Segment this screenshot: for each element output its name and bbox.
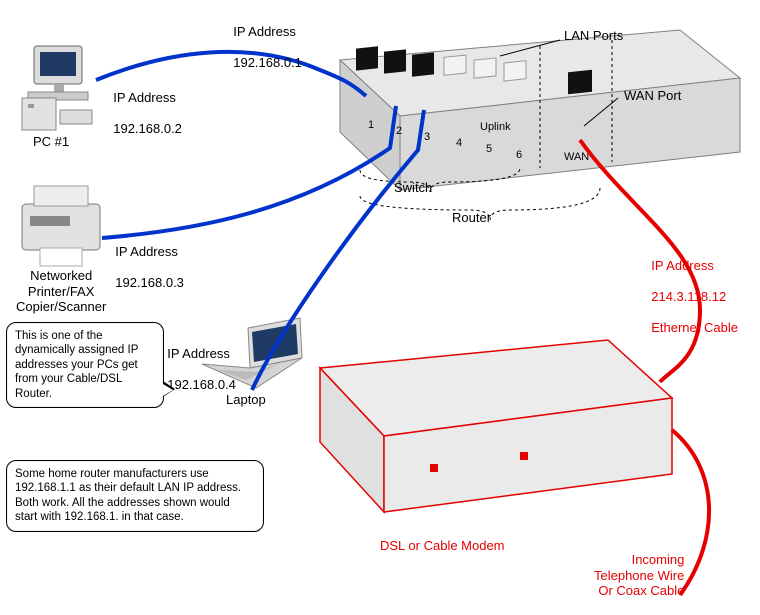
svg-text:Uplink: Uplink	[480, 121, 511, 133]
router-ip-label: IP Address 192.168.0.1	[226, 8, 302, 70]
laptop-caption: Laptop	[226, 392, 266, 408]
svg-text:5: 5	[486, 143, 492, 155]
printer-icon	[22, 186, 100, 266]
router-label: Router	[452, 210, 491, 226]
cable-laptop	[252, 110, 424, 390]
network-diagram: { "diagram": { "type": "network", "backg…	[0, 0, 760, 615]
wan-port-pointer	[584, 98, 618, 126]
wan-port-label: WAN Port	[624, 88, 681, 104]
svg-text:2: 2	[396, 125, 402, 137]
printer-caption: Networked Printer/FAX Copier/Scanner	[16, 268, 106, 315]
lan-ports-label: LAN Ports	[564, 28, 623, 44]
wan-ip-label: IP Address 214.3.118.12 Ethernet Cable	[644, 242, 738, 336]
svg-text:4: 4	[456, 137, 462, 149]
switch-label: Switch	[394, 180, 432, 196]
modem-caption: DSL or Cable Modem	[380, 538, 505, 554]
incoming-caption: Incoming Telephone Wire Or Coax Cable	[594, 552, 684, 599]
svg-text:WAN: WAN	[564, 151, 589, 163]
modem-device	[320, 340, 672, 512]
callout-dynamic-ip: This is one of the dynamically assigned …	[6, 322, 164, 408]
svg-text:1: 1	[368, 119, 374, 131]
pc-icon	[22, 46, 92, 130]
pc-caption: PC #1	[33, 134, 69, 150]
lan-ports-pointer	[500, 40, 560, 56]
pc-ip-label: IP Address 192.168.0.2	[106, 74, 182, 136]
callout-default-ip: Some home router manufacturers use 192.1…	[6, 460, 264, 532]
printer-ip-label: IP Address 192.168.0.3	[108, 228, 184, 290]
svg-text:6: 6	[516, 149, 522, 161]
svg-text:3: 3	[424, 131, 430, 143]
